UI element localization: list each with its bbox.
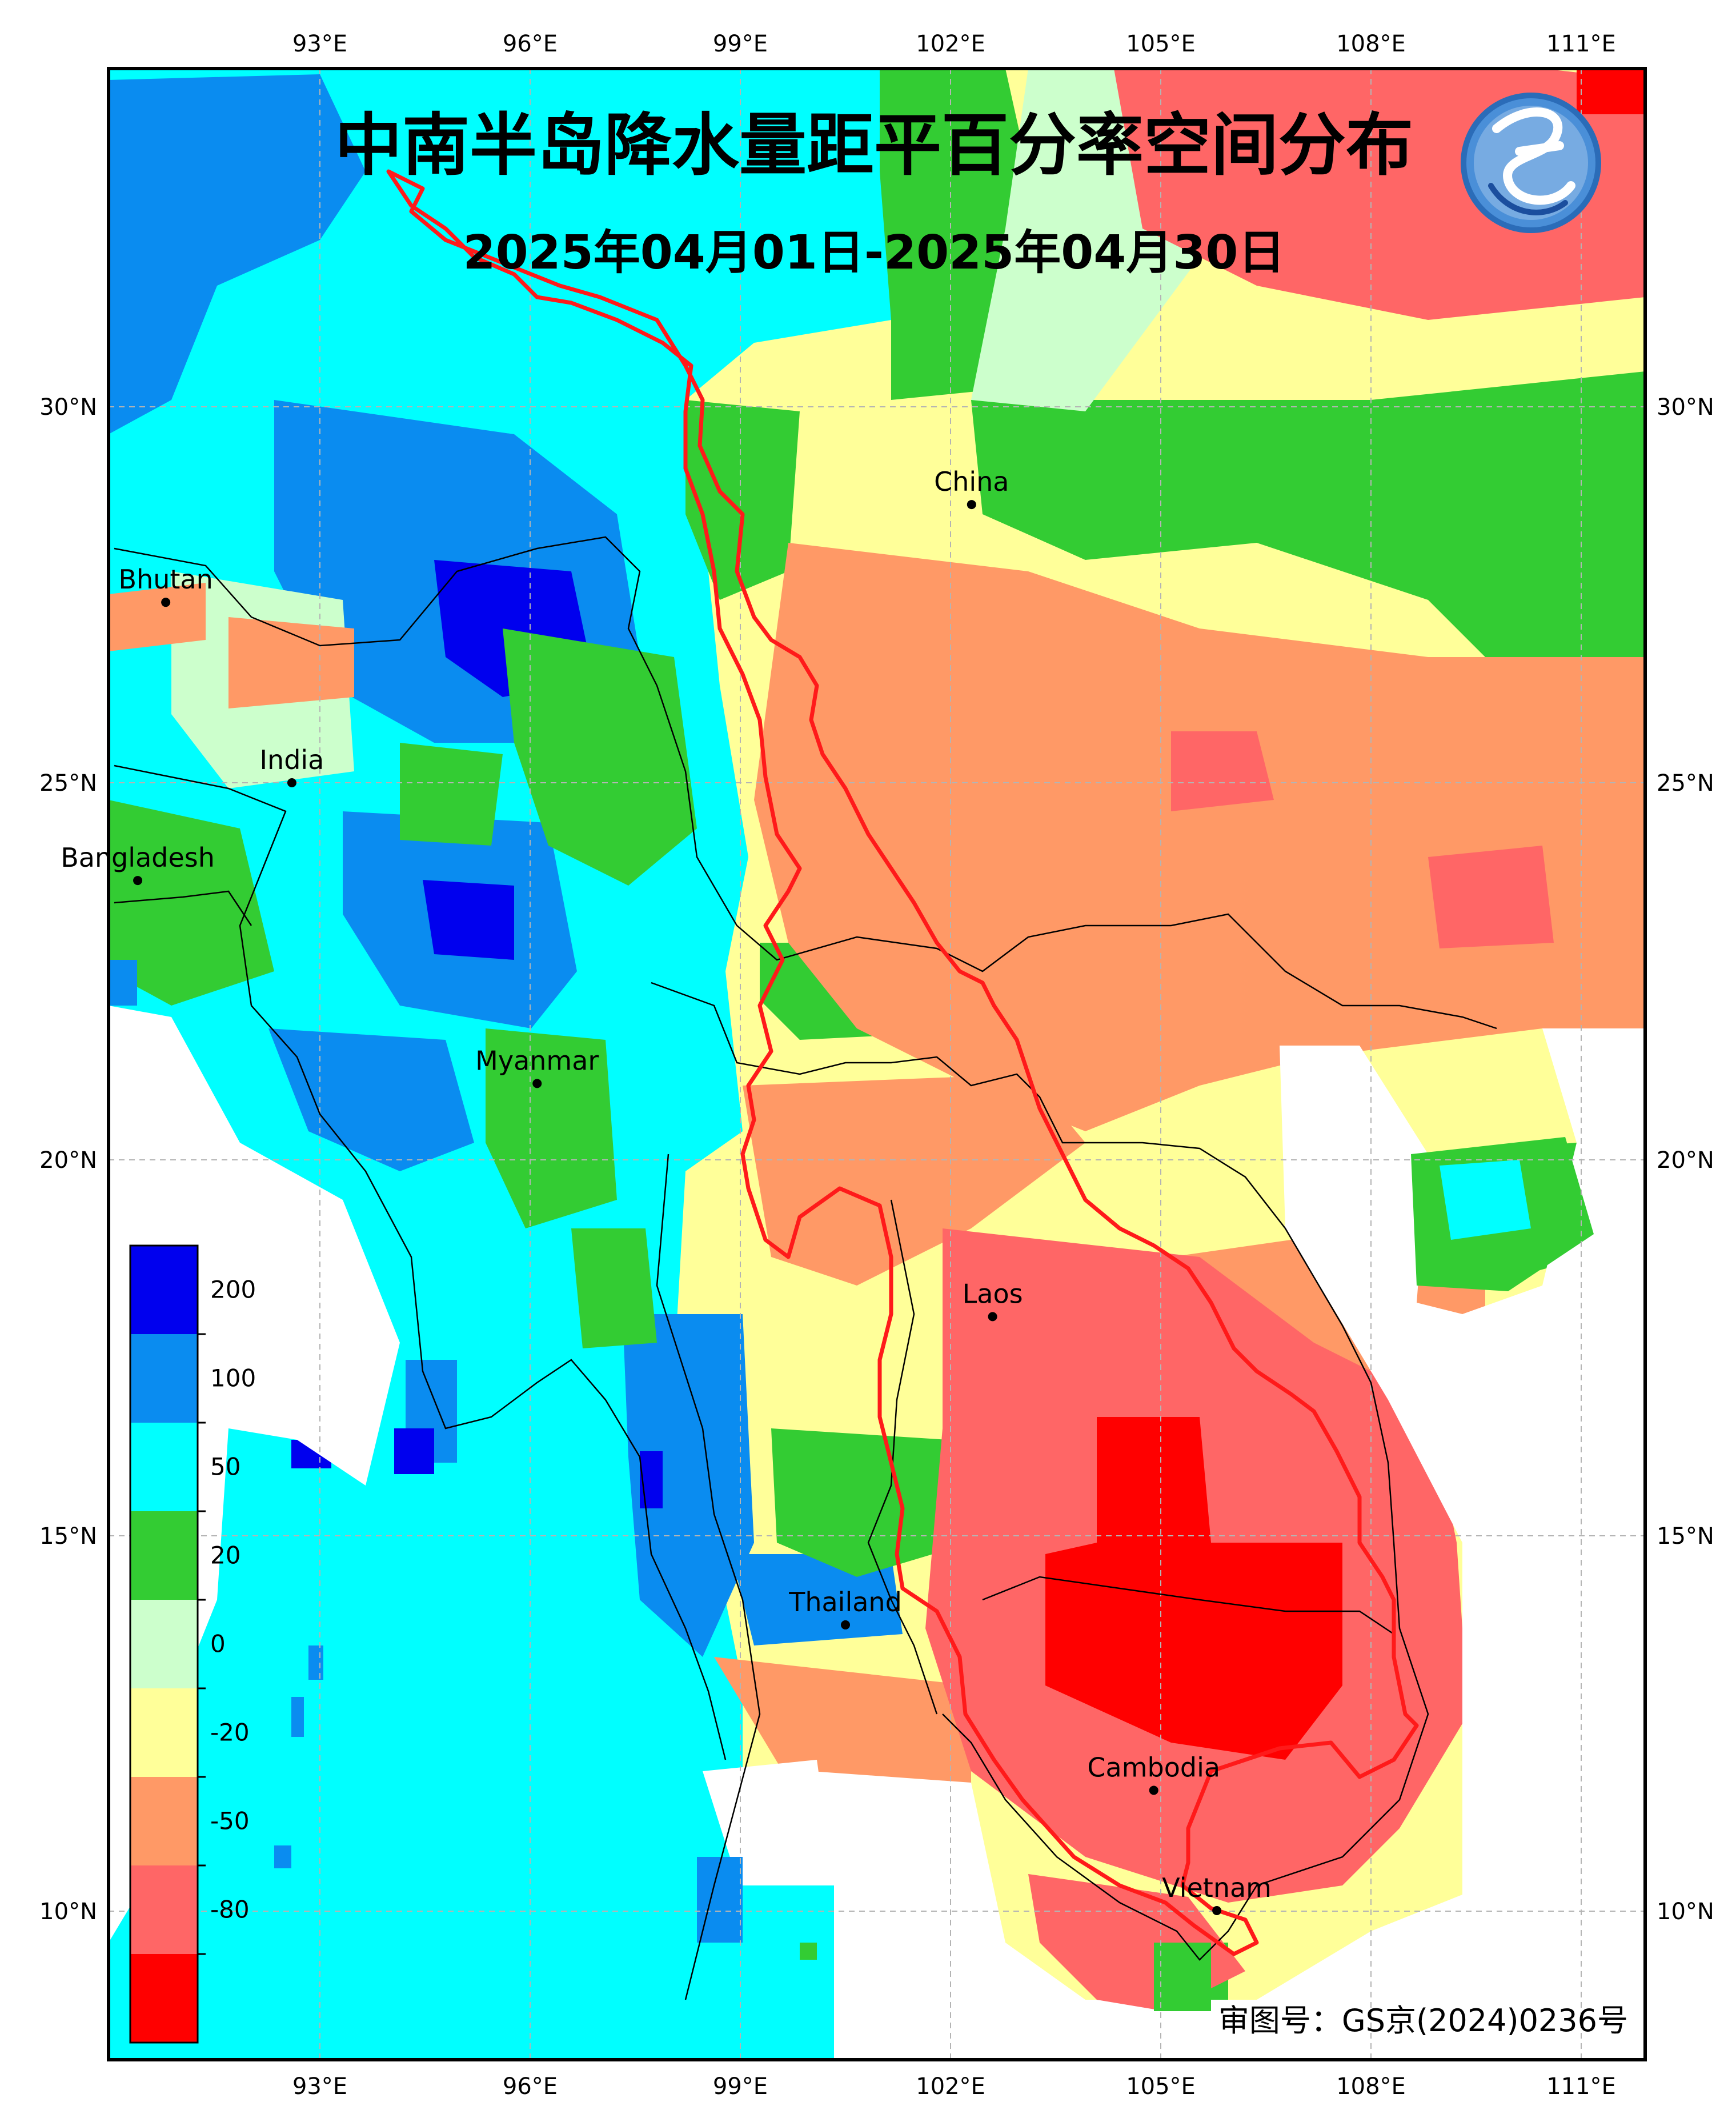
place-dot	[287, 778, 296, 787]
lon-tick: 111°E	[1546, 2073, 1616, 2100]
review-number: 审图号：GS京(2024)0236号	[1218, 2003, 1628, 2039]
country-borders	[114, 536, 1497, 2000]
lon-tick: 102°E	[916, 31, 985, 57]
graticule	[109, 69, 1645, 2060]
mekong-basin-outline	[386, 169, 1419, 1956]
colorbar-tick-label: -20	[210, 1719, 250, 1747]
lon-tick: 105°E	[1126, 2073, 1196, 2100]
lon-tick: 93°E	[292, 31, 347, 57]
lon-tick: 111°E	[1546, 31, 1616, 57]
colorbar-segment	[130, 1688, 198, 1777]
colorbar-outline	[129, 1244, 199, 2044]
place-dot	[1212, 1906, 1222, 1915]
lat-tick-labels-left: 30°N 25°N 20°N 15°N 10°N	[39, 394, 97, 1925]
lon-tick: 108°E	[1336, 31, 1406, 57]
colorbar-tick-label: 50	[210, 1453, 240, 1481]
colorbar-segment	[130, 1423, 198, 1511]
lon-tick: 105°E	[1126, 31, 1196, 57]
colorbar-segment	[130, 1246, 198, 1334]
lon-tick: 96°E	[503, 31, 558, 57]
lat-tick: 30°N	[39, 394, 97, 421]
lon-tick: 102°E	[916, 2073, 985, 2100]
place-dot	[988, 1312, 997, 1322]
lat-tick: 25°N	[1657, 770, 1714, 796]
place-labels: China Bhutan India Bangladesh Myanmar Laos Tha…	[61, 466, 1272, 1915]
place-dot	[532, 1079, 542, 1088]
colorbar-tick-label: 200	[210, 1276, 256, 1304]
lat-tick: 30°N	[1657, 394, 1714, 421]
place-label: Vietnam	[1162, 1872, 1272, 1903]
place-dot	[133, 876, 143, 886]
colorbar-tick-label: 20	[210, 1542, 240, 1570]
lat-tick: 20°N	[1657, 1147, 1714, 1174]
colorbar-segment	[130, 1600, 198, 1688]
lat-tick: 25°N	[39, 770, 97, 796]
lat-tick: 15°N	[1657, 1523, 1714, 1550]
map-frame	[107, 67, 1647, 2061]
map-title: 中南半岛降水量距平百分率空间分布	[335, 106, 1413, 185]
place-dot	[1149, 1785, 1158, 1795]
place-label: China	[934, 466, 1009, 497]
place-label: Thailand	[788, 1587, 902, 1617]
place-dot	[161, 598, 171, 607]
colorbar-segment	[130, 1865, 198, 1954]
colorbar-tick-label: -80	[210, 1896, 250, 1924]
lat-tick: 10°N	[39, 1899, 97, 1925]
place-label: Bangladesh	[61, 842, 215, 873]
lat-tick: 20°N	[39, 1147, 97, 1174]
colorbar-tick-label: -50	[210, 1807, 250, 1835]
place-label: India	[259, 744, 324, 775]
lat-tick: 10°N	[1657, 1899, 1714, 1925]
colorbar-segment	[130, 1954, 198, 2043]
lon-tick-labels-top: 93°E 96°E 99°E 102°E 105°E 108°E 111°E	[292, 31, 1616, 57]
lon-tick-labels-bottom: 93°E 96°E 99°E 102°E 105°E 108°E 111°E	[292, 2073, 1616, 2100]
colorbar-segment	[130, 1777, 198, 1865]
colorbar-segment	[130, 1334, 198, 1423]
place-label: Bhutan	[119, 564, 213, 595]
lon-tick: 93°E	[292, 2073, 347, 2100]
lon-tick: 96°E	[503, 2073, 558, 2100]
lat-tick: 15°N	[39, 1523, 97, 1550]
map-subtitle: 2025年04月01日-2025年04月30日	[463, 226, 1285, 280]
colorbar-tick-label: 0	[210, 1630, 226, 1658]
lon-tick: 108°E	[1336, 2073, 1406, 2100]
place-dot	[967, 500, 976, 510]
colorbar-tick-label: 100	[210, 1364, 256, 1392]
place-label: Laos	[963, 1278, 1023, 1309]
place-dot	[841, 1620, 850, 1629]
lat-tick-labels-right: 30°N 25°N 20°N 15°N 10°N	[1657, 394, 1714, 1925]
lon-tick: 99°E	[713, 2073, 768, 2100]
anomaly-field	[109, 69, 1645, 2060]
place-label: Myanmar	[475, 1045, 599, 1076]
cma-logo-icon	[1461, 93, 1601, 233]
place-label: Cambodia	[1087, 1752, 1220, 1783]
colorbar-segment	[130, 1511, 198, 1600]
lon-tick: 99°E	[713, 31, 768, 57]
